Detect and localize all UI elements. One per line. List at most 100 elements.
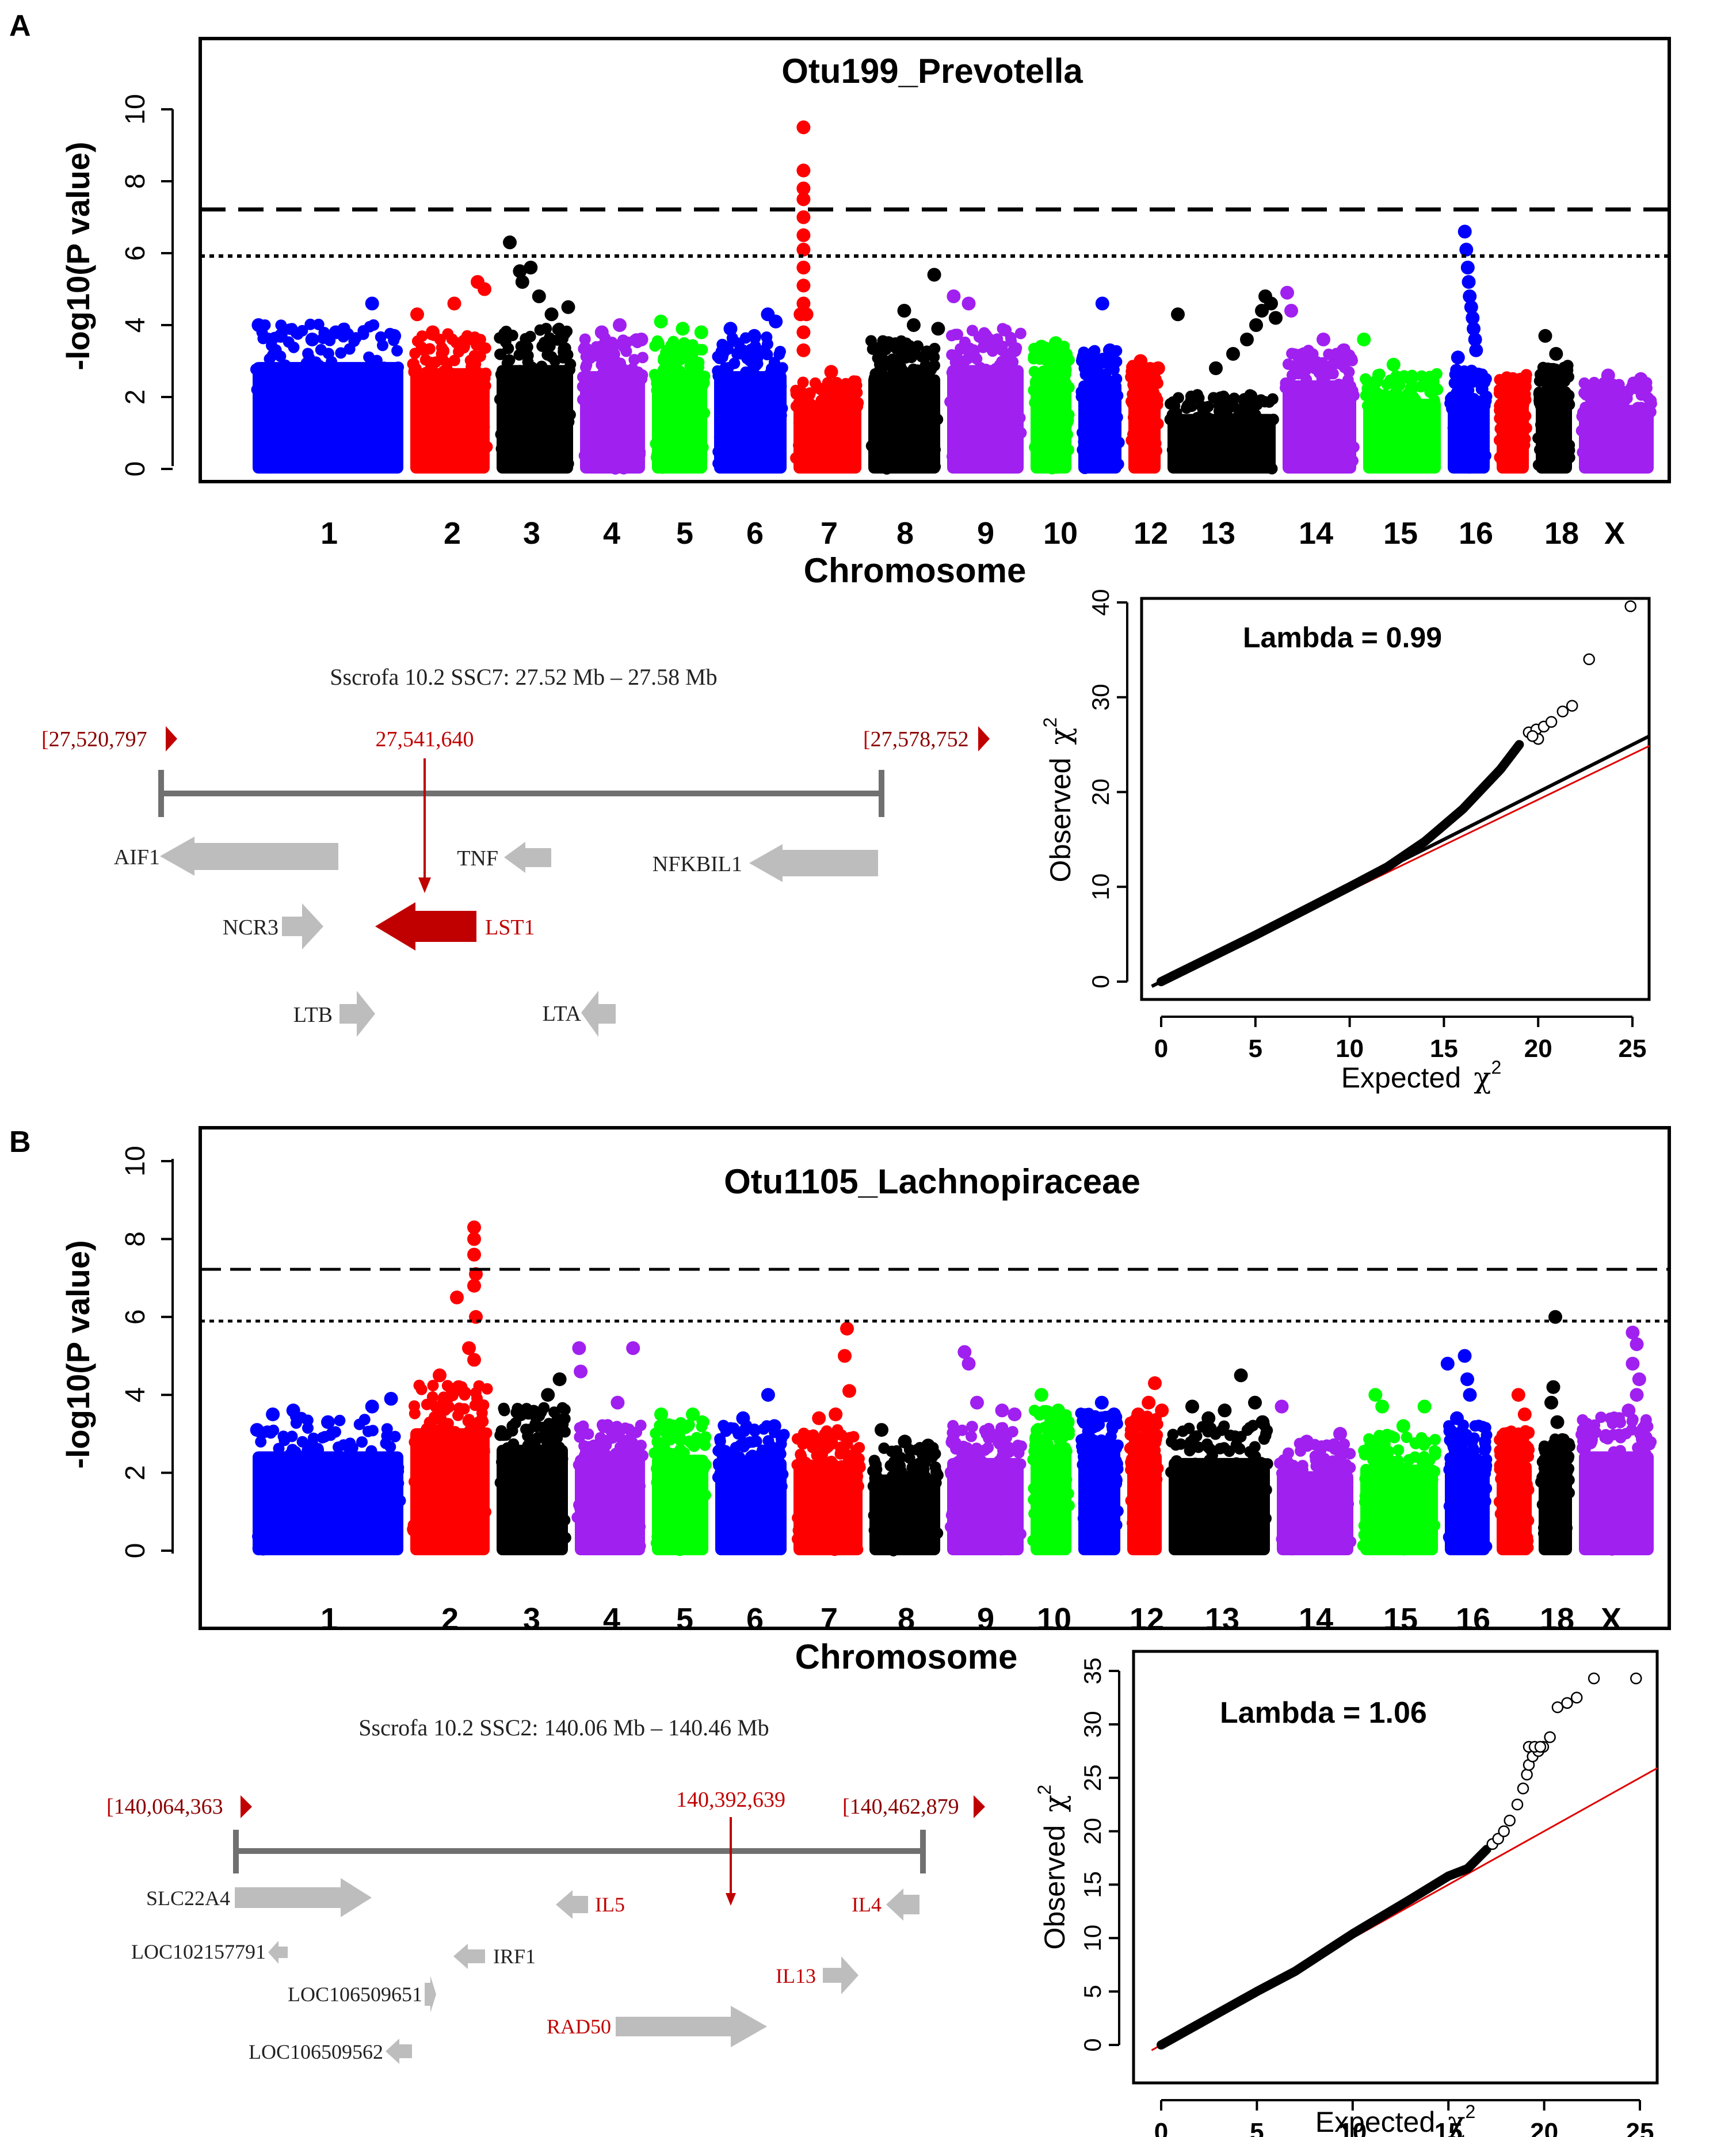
background-point	[559, 1514, 571, 1526]
background-point	[573, 1459, 585, 1471]
background-point	[762, 338, 773, 350]
background-point	[871, 400, 883, 412]
background-point	[1185, 448, 1197, 460]
background-point	[1145, 1438, 1157, 1450]
background-point	[1370, 392, 1382, 404]
snp-point	[1626, 1325, 1640, 1340]
background-point	[898, 445, 910, 457]
background-point	[1014, 327, 1027, 339]
background-point	[253, 430, 265, 442]
background-point	[408, 366, 420, 378]
background-point	[1180, 1539, 1192, 1551]
y-tick-label: 0	[120, 461, 151, 477]
background-point	[1342, 1498, 1355, 1510]
background-point	[1392, 389, 1404, 401]
background-point	[1043, 352, 1055, 364]
background-point	[426, 363, 438, 375]
background-point	[1426, 375, 1438, 387]
background-point	[430, 1477, 441, 1489]
qq-y-tick-label: 10	[1079, 1925, 1106, 1952]
background-point	[714, 378, 726, 390]
background-point	[265, 462, 277, 474]
snp-point	[1333, 1426, 1347, 1441]
background-point	[548, 1491, 560, 1503]
background-point	[944, 1466, 956, 1478]
background-point	[655, 1476, 667, 1488]
background-point	[580, 1507, 592, 1519]
background-point	[1502, 421, 1514, 433]
background-point	[1002, 1537, 1014, 1550]
snp-point	[544, 307, 559, 322]
background-point	[1003, 1490, 1015, 1502]
background-point	[963, 1448, 975, 1460]
qq-x-tick-label: 25	[1619, 1035, 1647, 1063]
background-point	[1308, 455, 1320, 467]
background-point	[1577, 1424, 1589, 1436]
background-point	[463, 1440, 475, 1452]
snp-point	[467, 1220, 481, 1235]
background-point	[360, 363, 372, 375]
background-point	[902, 1494, 914, 1506]
background-point	[926, 1531, 938, 1543]
x-tick-label: 10	[1037, 1602, 1071, 1636]
background-point	[1330, 413, 1342, 425]
background-point	[554, 405, 566, 417]
background-point	[739, 1516, 751, 1528]
background-point	[1203, 1454, 1215, 1466]
background-point	[1138, 432, 1150, 444]
background-point	[1481, 1540, 1493, 1552]
background-point	[1592, 1510, 1603, 1522]
snp-point	[1466, 311, 1480, 325]
snp-point	[654, 1407, 668, 1422]
background-point	[384, 419, 396, 431]
background-point	[650, 1537, 662, 1549]
background-point	[1107, 461, 1119, 473]
background-point	[297, 1480, 309, 1492]
gene-map-a: Sscrofa 10.2 SSC7: 27.52 Mb – 27.58 Mb […	[41, 664, 990, 1037]
background-point	[620, 345, 632, 357]
snp-point	[626, 1341, 640, 1355]
snp-point	[1396, 1419, 1410, 1433]
lambda-label-a: Lambda = 0.99	[1243, 621, 1442, 654]
background-point	[804, 1502, 817, 1514]
background-point	[529, 1418, 541, 1430]
background-point	[425, 1515, 436, 1527]
background-point	[966, 325, 978, 337]
background-point	[620, 402, 632, 414]
background-point	[351, 1533, 363, 1545]
snp-point	[305, 333, 319, 346]
snp-point	[1375, 1399, 1390, 1414]
background-point	[462, 409, 474, 421]
background-point	[676, 380, 688, 392]
background-point	[999, 325, 1011, 337]
background-point	[919, 1452, 931, 1464]
background-point	[379, 1489, 391, 1501]
background-point	[632, 1492, 644, 1504]
background-point	[478, 1446, 490, 1458]
background-point	[886, 379, 898, 391]
background-point	[746, 380, 758, 392]
background-point	[563, 416, 575, 428]
background-point	[1125, 1464, 1137, 1476]
background-point	[278, 368, 290, 380]
background-point	[1626, 1415, 1638, 1428]
svg-text:LST1: LST1	[485, 915, 535, 940]
background-point	[1040, 399, 1052, 411]
background-point	[712, 1471, 724, 1483]
background-point	[735, 1502, 747, 1514]
snp-point	[1463, 1388, 1477, 1402]
background-point	[673, 344, 685, 356]
background-point	[881, 463, 893, 475]
background-point	[1237, 410, 1249, 422]
svg-text:IL13: IL13	[776, 1964, 816, 1987]
background-point	[1131, 1535, 1143, 1547]
background-point	[651, 377, 663, 390]
background-point	[670, 353, 682, 365]
background-point	[854, 1461, 866, 1474]
background-point	[1015, 427, 1027, 439]
gene-map-b: Sscrofa 10.2 SSC2: 140.06 Mb – 140.46 Mb…	[106, 1715, 985, 2064]
background-point	[871, 1463, 883, 1475]
gene-nfkbil1: NFKBIL1	[653, 844, 878, 882]
